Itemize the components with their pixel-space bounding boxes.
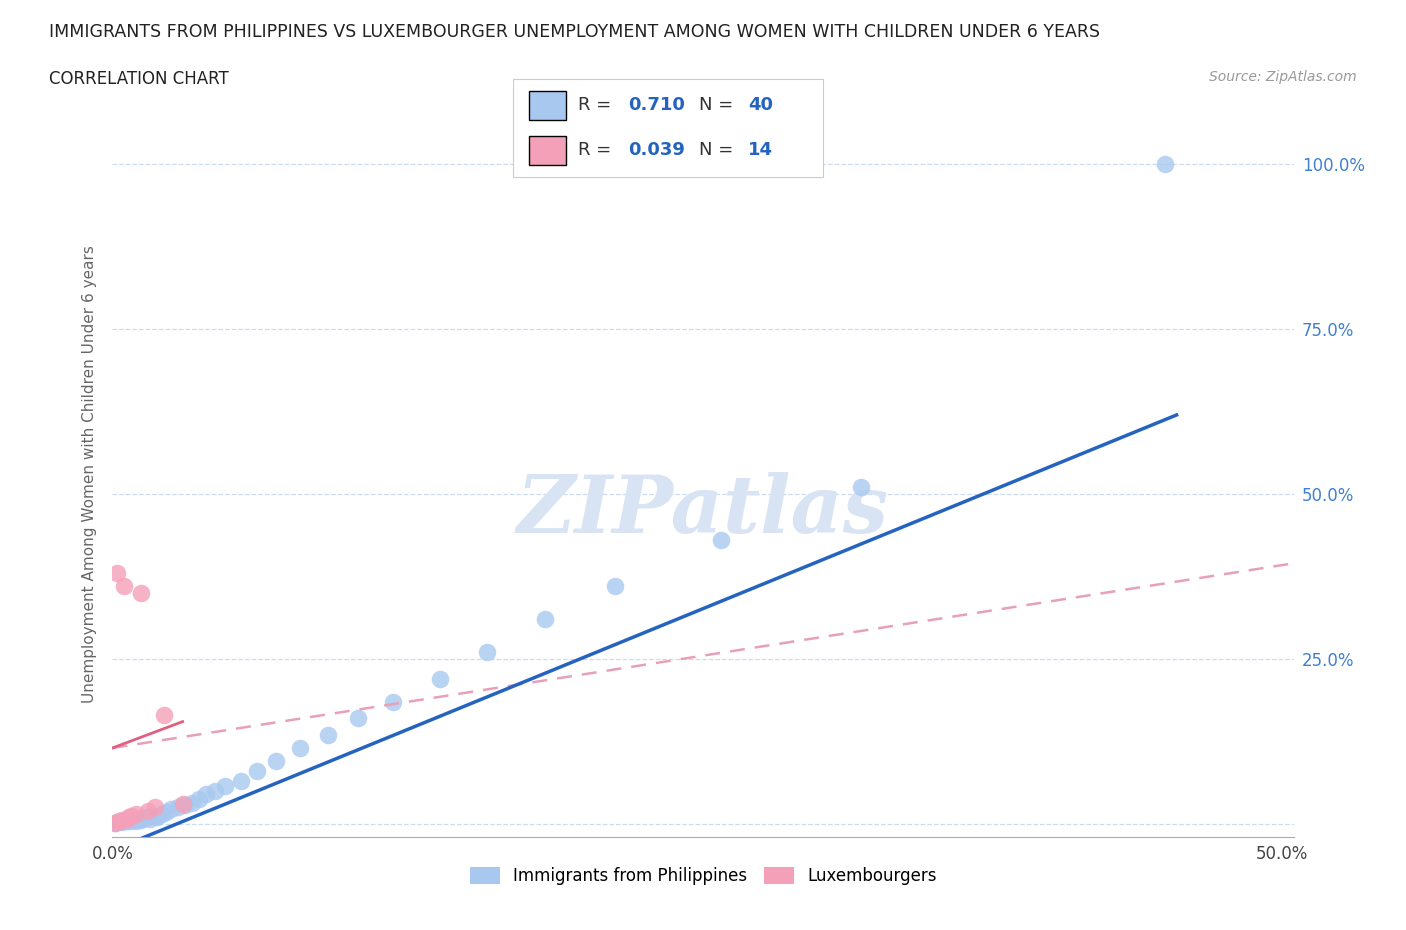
Point — [155, 804, 177, 819]
Point — [115, 811, 138, 826]
Point — [172, 797, 194, 812]
Point — [136, 804, 159, 818]
Point — [214, 778, 236, 793]
Point — [112, 579, 135, 594]
Point — [129, 586, 152, 601]
Point — [1154, 157, 1177, 172]
Point — [534, 612, 557, 627]
Point — [709, 533, 731, 548]
Point — [204, 783, 226, 798]
Point — [125, 813, 148, 828]
Legend: Immigrants from Philippines, Luxembourgers: Immigrants from Philippines, Luxembourge… — [463, 860, 943, 891]
Point — [129, 813, 152, 828]
Point — [125, 806, 148, 821]
Point — [475, 644, 498, 659]
Y-axis label: Unemployment Among Women with Children Under 6 years: Unemployment Among Women with Children U… — [82, 246, 97, 703]
Point — [264, 753, 287, 768]
Text: 14: 14 — [748, 141, 773, 159]
FancyBboxPatch shape — [529, 91, 565, 120]
Point — [160, 802, 183, 817]
Point — [115, 813, 138, 828]
Point — [143, 808, 166, 823]
Text: ZIPatlas: ZIPatlas — [517, 472, 889, 550]
Point — [429, 671, 451, 686]
Point — [104, 816, 127, 830]
Point — [382, 695, 405, 710]
Point — [108, 813, 131, 828]
Point — [150, 806, 173, 821]
Point — [181, 795, 204, 810]
Text: R =: R = — [578, 141, 617, 159]
Text: CORRELATION CHART: CORRELATION CHART — [49, 70, 229, 87]
Point — [288, 740, 311, 755]
FancyBboxPatch shape — [529, 136, 565, 165]
Text: 0.039: 0.039 — [627, 141, 685, 159]
Text: IMMIGRANTS FROM PHILIPPINES VS LUXEMBOURGER UNEMPLOYMENT AMONG WOMEN WITH CHILDR: IMMIGRANTS FROM PHILIPPINES VS LUXEMBOUR… — [49, 23, 1101, 41]
Point — [111, 815, 134, 830]
Point — [122, 812, 145, 827]
Point — [120, 814, 142, 829]
Point — [174, 798, 197, 813]
Text: R =: R = — [578, 97, 617, 114]
Text: Source: ZipAtlas.com: Source: ZipAtlas.com — [1209, 70, 1357, 84]
Point — [146, 809, 169, 824]
Point — [849, 480, 872, 495]
Point — [167, 800, 190, 815]
Point — [127, 811, 149, 826]
Point — [153, 708, 176, 723]
Point — [143, 800, 166, 815]
Text: 40: 40 — [748, 97, 773, 114]
Point — [316, 727, 339, 742]
Text: 0.710: 0.710 — [627, 97, 685, 114]
Point — [132, 810, 155, 825]
Point — [195, 787, 218, 802]
Point — [105, 565, 128, 580]
Point — [188, 791, 211, 806]
Point — [112, 814, 135, 829]
Text: N =: N = — [699, 141, 738, 159]
Point — [104, 816, 127, 830]
Point — [105, 815, 128, 830]
Point — [120, 808, 142, 823]
Point — [111, 813, 134, 828]
Point — [136, 810, 159, 825]
Point — [347, 711, 370, 725]
Point — [246, 764, 269, 778]
Point — [139, 811, 162, 826]
Point — [229, 774, 252, 789]
Point — [118, 810, 141, 825]
Text: N =: N = — [699, 97, 738, 114]
Point — [118, 813, 141, 828]
Point — [605, 579, 627, 594]
